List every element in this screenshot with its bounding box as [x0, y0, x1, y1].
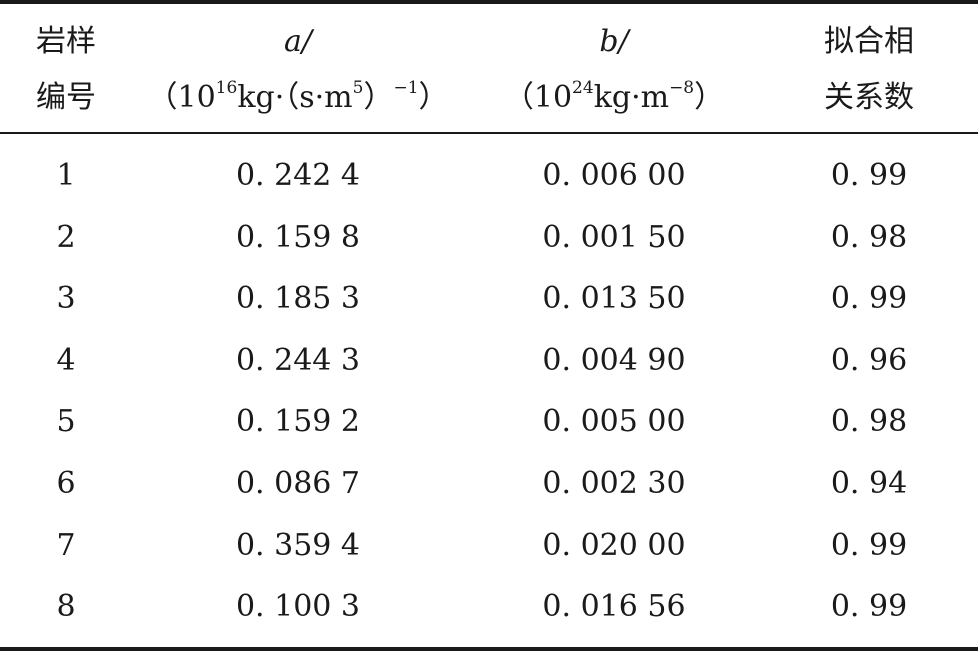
header-a: a/ （1016kg·（s·m5）−1） [130, 14, 466, 126]
cell-a: 0. 159 2 [235, 404, 361, 440]
cell-fit: 0. 99 [830, 158, 908, 193]
cell-fit: 0. 99 [830, 527, 908, 563]
cell-fit: 0. 98 [830, 404, 908, 440]
b-unit-exponent: 24 [572, 78, 594, 98]
cell-b: 0. 004 90 [542, 342, 686, 378]
header-sample-id-line1: 岩样 [36, 24, 96, 59]
header-fit-line2: 关系数 [824, 80, 914, 115]
table-row: 7 0. 359 4 0. 020 00 0. 99 [0, 515, 978, 577]
header-fit-coefficient: 拟合相 关系数 [806, 14, 932, 126]
cell-b: 0. 013 50 [542, 281, 686, 317]
table-header-rule [0, 132, 978, 134]
cell-a: 0. 244 3 [235, 342, 361, 378]
b-unit-part: （10 [503, 80, 573, 115]
header-sample-id: 岩样 编号 [18, 14, 114, 126]
header-fit-line1: 拟合相 [824, 24, 914, 59]
table-body: 1 0. 242 4 0. 006 00 0. 99 2 0. 159 8 0.… [0, 145, 978, 638]
cell-b: 0. 016 56 [542, 589, 686, 625]
cell-fit: 0. 94 [830, 465, 908, 501]
header-sample-id-line2: 编号 [36, 80, 96, 115]
table-top-rule [0, 0, 978, 4]
header-b-symbol: b/ [599, 24, 629, 59]
cell-fit: 0. 99 [830, 589, 908, 625]
table-row: 3 0. 185 3 0. 013 50 0. 99 [0, 268, 978, 330]
table-row: 5 0. 159 2 0. 005 00 0. 98 [0, 391, 978, 453]
cell-b: 0. 005 00 [542, 404, 686, 440]
table-row: 1 0. 242 4 0. 006 00 0. 99 [0, 145, 978, 207]
b-unit-part: ） [694, 80, 725, 115]
cell-sample-id: 5 [56, 404, 76, 440]
cell-a: 0. 185 3 [235, 281, 361, 317]
a-unit-exponent: −1 [393, 78, 419, 98]
a-unit-exponent: 5 [352, 78, 364, 98]
cell-fit: 0. 98 [830, 219, 908, 255]
cell-sample-id: 3 [56, 281, 76, 317]
cell-a: 0. 242 4 [235, 158, 361, 193]
cell-a: 0. 359 4 [235, 527, 361, 563]
a-unit-exponent: 16 [215, 78, 238, 98]
a-unit-part: ） [363, 80, 394, 115]
cell-sample-id: 2 [56, 219, 76, 255]
cell-sample-id: 1 [56, 158, 76, 193]
cell-b: 0. 006 00 [542, 158, 686, 193]
header-b: b/ （1024kg·m−8） [494, 14, 734, 126]
b-unit-part: kg·m [593, 80, 670, 115]
cell-b: 0. 002 30 [542, 465, 686, 501]
table-bottom-rule [0, 647, 978, 651]
cell-b: 0. 020 00 [542, 527, 686, 563]
a-unit-part: ） [418, 80, 449, 115]
cell-fit: 0. 96 [830, 342, 908, 378]
cell-a: 0. 100 3 [235, 589, 361, 625]
header-a-unit: （1016kg·（s·m5）−1） [130, 70, 466, 126]
cell-sample-id: 7 [56, 527, 76, 563]
a-unit-part: kg·（s·m [237, 80, 353, 115]
cell-sample-id: 4 [56, 342, 76, 378]
cell-fit: 0. 99 [830, 281, 908, 317]
cell-sample-id: 6 [56, 465, 76, 501]
cell-sample-id: 8 [56, 589, 76, 625]
table-row: 4 0. 244 3 0. 004 90 0. 96 [0, 330, 978, 392]
table-row: 6 0. 086 7 0. 002 30 0. 94 [0, 453, 978, 515]
header-a-symbol: a/ [284, 24, 312, 59]
table-row: 8 0. 100 3 0. 016 56 0. 99 [0, 576, 978, 638]
table-row: 2 0. 159 8 0. 001 50 0. 98 [0, 207, 978, 269]
cell-a: 0. 159 8 [235, 219, 361, 255]
cell-b: 0. 001 50 [542, 219, 686, 255]
a-unit-part: （10 [147, 80, 216, 115]
cell-a: 0. 086 7 [235, 465, 361, 501]
header-b-unit: （1024kg·m−8） [494, 70, 734, 126]
b-unit-exponent: −8 [669, 78, 695, 98]
